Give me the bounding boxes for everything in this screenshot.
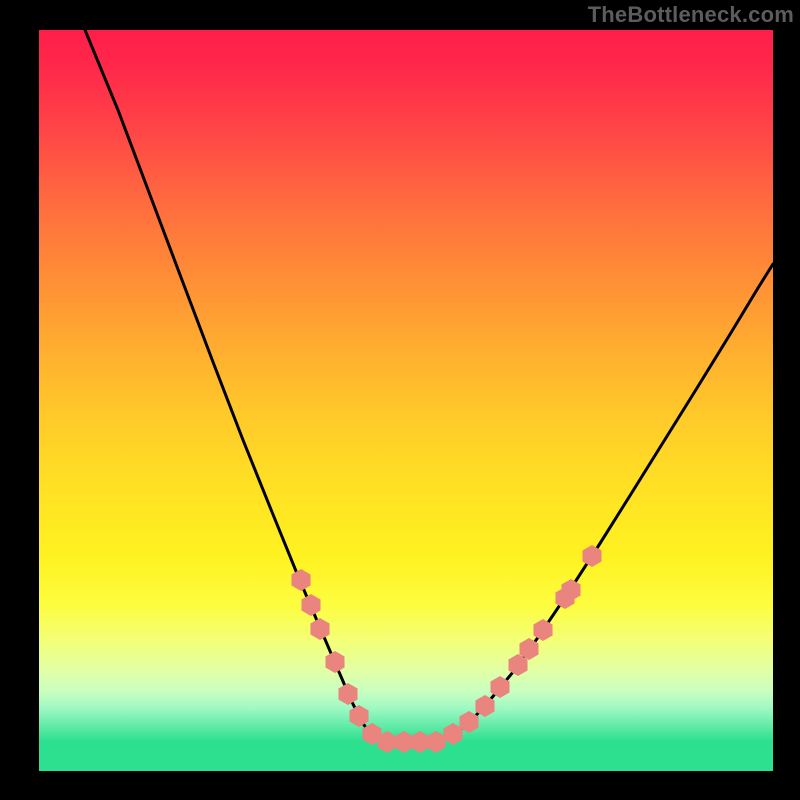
gradient-background — [39, 30, 773, 741]
chart-root: TheBottleneck.com — [0, 0, 800, 800]
bottleneck-chart-svg — [0, 0, 800, 800]
watermark-text: TheBottleneck.com — [588, 2, 794, 28]
